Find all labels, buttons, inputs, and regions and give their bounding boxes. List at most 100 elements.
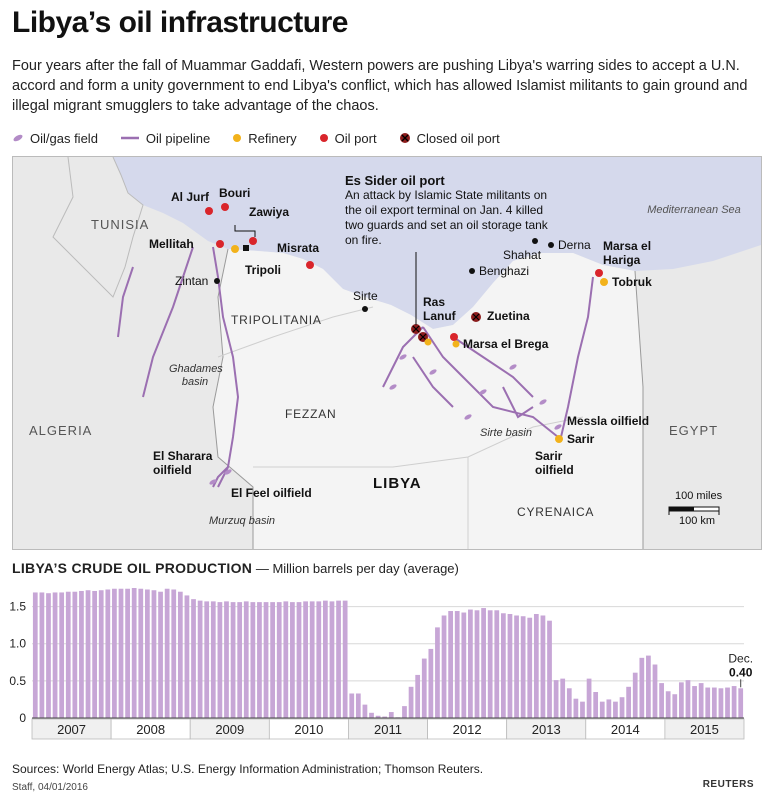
libya-land — [213, 249, 643, 549]
bar — [65, 591, 71, 718]
port-marsa-el-brega — [450, 333, 458, 341]
benghazi-dot — [469, 268, 475, 274]
region-fezzan: FEZZAN — [285, 407, 337, 421]
bar — [593, 692, 599, 718]
chart-axis: 2007 2008 2009 2010 2011 2012 2013 2014 2015 — [31, 717, 745, 740]
bar — [487, 610, 493, 718]
refinery-marsa-el-brega — [452, 340, 460, 348]
oil-pipelines — [117, 246, 594, 488]
port-dot-icon — [319, 134, 328, 142]
bar — [105, 589, 111, 718]
bar — [290, 602, 295, 718]
bar — [309, 601, 315, 718]
bar — [626, 686, 632, 718]
chart-annotation: Dec.0.40 — [728, 651, 753, 688]
refinery-ras-lanuf — [424, 338, 432, 346]
bar — [46, 593, 51, 718]
bar — [514, 615, 519, 718]
bar — [527, 617, 533, 718]
bar — [296, 602, 302, 718]
bar — [138, 588, 144, 718]
legend-port-label: Oil port — [334, 130, 377, 146]
label-sarir-oilfield: Sarir oilfield — [535, 449, 574, 477]
intro-text: Four years after the fall of Muammar Gad… — [12, 58, 748, 114]
bar — [85, 590, 91, 718]
bar — [547, 620, 552, 718]
derna-dot — [548, 242, 554, 248]
region-line-1 — [217, 306, 374, 358]
bar — [322, 600, 328, 718]
libya-map: TUNISIA ALGERIA EGYPT LIBYA Mediterranea… — [12, 156, 762, 550]
bar — [659, 683, 664, 718]
label-al-jurf: Al Jurf — [171, 190, 210, 204]
bar — [731, 686, 737, 718]
border-tunisia — [52, 157, 144, 298]
region-line-3 — [253, 416, 584, 468]
bar — [230, 602, 236, 718]
annotation-label: Dec. — [728, 651, 753, 665]
legend-closed-label: Closed oil port — [416, 130, 500, 146]
border-libya-east — [634, 270, 644, 549]
bar — [39, 592, 45, 718]
bar — [112, 588, 117, 718]
bar — [507, 614, 513, 718]
bar — [481, 608, 486, 718]
bar — [191, 599, 196, 718]
tripoli-marker — [243, 245, 249, 251]
bar — [652, 664, 658, 718]
mediterranean-sea — [13, 157, 761, 329]
bar — [632, 672, 638, 718]
chart-subtitle: — Million barrels per day (average) — [255, 561, 459, 576]
legend-pipeline-label: Oil pipeline — [145, 130, 211, 146]
label-messla: Messla oilfield — [567, 414, 650, 428]
bar — [270, 602, 276, 718]
bar — [711, 687, 717, 718]
label-tripoli: Tripoli — [245, 263, 281, 277]
label-zuetina: Zuetina — [487, 309, 530, 323]
bar — [237, 602, 243, 718]
bar — [428, 648, 434, 718]
bar — [382, 716, 388, 718]
zintan-dot — [214, 278, 220, 284]
bar — [257, 602, 262, 718]
bar — [329, 601, 335, 718]
country-algeria: ALGERIA — [29, 423, 93, 438]
bar — [98, 590, 104, 718]
tripoli-bracket — [234, 225, 256, 237]
bar — [494, 610, 500, 718]
reuters-logo: REUTERS — [702, 779, 754, 790]
label-el-feel: El Feel oilfield — [231, 486, 312, 500]
label-tobruk: Tobruk — [612, 275, 652, 289]
label-benghazi: Benghazi — [479, 264, 530, 278]
scale-miles: 100 miles — [675, 490, 723, 502]
bar — [421, 658, 427, 718]
sea-label: Mediterranean Sea — [647, 204, 741, 216]
closed-port-zuetina-icon — [471, 312, 481, 322]
bar — [619, 697, 625, 718]
bar — [461, 612, 467, 718]
x-tick-label: 2009 — [215, 722, 244, 737]
bar — [210, 601, 216, 718]
bar — [665, 691, 671, 718]
bar — [573, 698, 579, 718]
annotation-value: 0.40 — [729, 665, 753, 679]
callout-title: Es Sider oil port — [345, 173, 445, 188]
region-tripolitania: TRIPOLITANIA — [231, 313, 322, 327]
legend-field: Oil/gas field — [12, 131, 98, 146]
label-marsa-el-hariga: Marsa el Hariga — [603, 239, 652, 267]
bar — [316, 601, 322, 718]
bar — [336, 600, 341, 718]
y-tick-label: 1.5 — [9, 600, 26, 614]
refinery-zawiya — [231, 245, 239, 253]
x-tick-label: 2008 — [136, 722, 165, 737]
region-cyrenaica: CYRENAICA — [517, 505, 595, 519]
bar — [441, 615, 447, 718]
bar — [639, 657, 645, 718]
bar — [586, 678, 592, 718]
sources: Sources: World Energy Atlas; U.S. Energy… — [12, 762, 484, 776]
bar — [566, 688, 572, 718]
x-tick-label: 2007 — [57, 722, 86, 737]
bar — [435, 627, 440, 718]
bar — [520, 616, 526, 718]
bar — [151, 590, 157, 718]
